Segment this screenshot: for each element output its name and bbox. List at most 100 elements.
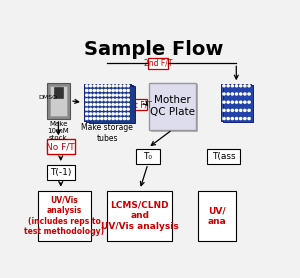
Text: Make storage
tubes: Make storage tubes [81, 123, 133, 143]
Circle shape [123, 118, 125, 120]
Circle shape [240, 118, 242, 120]
Bar [132, 99, 147, 110]
Circle shape [227, 118, 229, 120]
Circle shape [123, 103, 125, 106]
Circle shape [104, 85, 107, 87]
Text: LCMS/CLND
and
UV/Vis analysis: LCMS/CLND and UV/Vis analysis [101, 201, 179, 231]
Text: UV/
ana: UV/ ana [208, 206, 226, 225]
Bar [38, 191, 91, 241]
Bar [89, 86, 135, 123]
Circle shape [116, 118, 118, 120]
Circle shape [116, 113, 118, 115]
Circle shape [97, 90, 99, 91]
Circle shape [227, 85, 229, 87]
Circle shape [93, 118, 95, 120]
Circle shape [240, 109, 242, 111]
Circle shape [112, 99, 114, 101]
Bar [151, 84, 197, 131]
Circle shape [89, 103, 92, 106]
Bar [50, 86, 67, 116]
Circle shape [231, 93, 233, 95]
Circle shape [123, 108, 125, 110]
Circle shape [223, 93, 225, 95]
Circle shape [116, 99, 118, 101]
Circle shape [104, 90, 107, 91]
Circle shape [116, 108, 118, 110]
Circle shape [93, 103, 95, 106]
Text: 1st F/T: 1st F/T [126, 100, 152, 109]
Circle shape [97, 113, 99, 115]
Circle shape [244, 118, 246, 120]
Circle shape [236, 101, 238, 103]
Bar [53, 87, 63, 98]
Circle shape [244, 85, 246, 87]
Circle shape [108, 94, 110, 96]
Circle shape [240, 85, 242, 87]
Circle shape [89, 118, 92, 120]
Circle shape [101, 113, 103, 115]
Circle shape [89, 99, 92, 101]
Circle shape [119, 108, 122, 110]
Circle shape [231, 118, 233, 120]
Circle shape [227, 93, 229, 95]
Circle shape [116, 90, 118, 91]
Circle shape [223, 101, 225, 103]
Circle shape [108, 118, 110, 120]
Circle shape [97, 99, 99, 101]
Circle shape [97, 94, 99, 96]
Bar [107, 191, 172, 241]
Circle shape [104, 113, 107, 115]
Circle shape [248, 85, 250, 87]
Circle shape [89, 85, 92, 87]
Bar [207, 149, 240, 164]
Circle shape [112, 103, 114, 106]
Circle shape [127, 118, 129, 120]
Circle shape [119, 113, 122, 115]
Circle shape [93, 108, 95, 110]
Circle shape [97, 85, 99, 87]
Text: T₀: T₀ [143, 152, 152, 161]
Bar [198, 191, 236, 241]
Circle shape [101, 94, 103, 96]
Circle shape [244, 109, 246, 111]
Circle shape [236, 109, 238, 111]
Circle shape [248, 93, 250, 95]
Circle shape [244, 93, 246, 95]
Circle shape [86, 103, 88, 106]
Circle shape [112, 108, 114, 110]
Circle shape [127, 90, 129, 91]
Circle shape [231, 101, 233, 103]
Circle shape [86, 113, 88, 115]
Circle shape [104, 103, 107, 106]
Bar [149, 83, 196, 130]
Circle shape [248, 101, 250, 103]
Circle shape [123, 94, 125, 96]
Circle shape [86, 99, 88, 101]
Circle shape [101, 90, 103, 91]
Circle shape [101, 103, 103, 106]
Circle shape [240, 101, 242, 103]
Circle shape [236, 118, 238, 120]
Circle shape [123, 90, 125, 91]
Circle shape [108, 103, 110, 106]
Circle shape [101, 85, 103, 87]
Circle shape [119, 103, 122, 106]
Text: 2nd F/T: 2nd F/T [144, 59, 172, 68]
Circle shape [116, 103, 118, 106]
Circle shape [86, 85, 88, 87]
Circle shape [127, 85, 129, 87]
Circle shape [248, 118, 250, 120]
Bar [221, 84, 251, 121]
Circle shape [86, 118, 88, 120]
Circle shape [248, 109, 250, 111]
Circle shape [116, 85, 118, 87]
Circle shape [223, 118, 225, 120]
Circle shape [123, 85, 125, 87]
Circle shape [123, 99, 125, 101]
Circle shape [236, 85, 238, 87]
Circle shape [86, 108, 88, 110]
Circle shape [127, 113, 129, 115]
Circle shape [108, 108, 110, 110]
Bar [136, 149, 160, 164]
Circle shape [236, 93, 238, 95]
